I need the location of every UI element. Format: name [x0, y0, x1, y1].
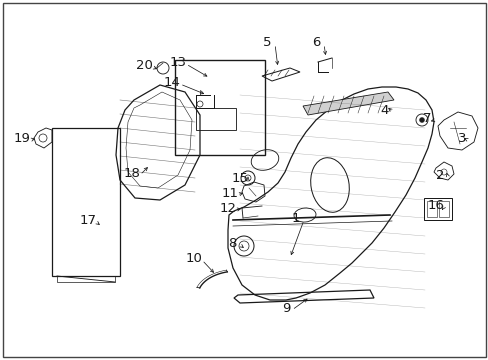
Bar — [175, 60, 264, 155]
Text: 7: 7 — [422, 112, 430, 125]
Text: 12: 12 — [219, 202, 236, 215]
Text: 6: 6 — [311, 36, 320, 49]
Text: 11: 11 — [221, 186, 238, 199]
Polygon shape — [303, 92, 393, 115]
Bar — [52, 128, 120, 276]
Text: 15: 15 — [231, 171, 248, 185]
Text: 19: 19 — [14, 131, 30, 144]
Bar — [426, 201, 436, 217]
Text: 3: 3 — [457, 131, 465, 144]
Text: 2: 2 — [435, 168, 443, 181]
Circle shape — [419, 117, 424, 122]
Text: 9: 9 — [281, 302, 289, 315]
Text: 18: 18 — [123, 166, 140, 180]
Text: 1: 1 — [291, 212, 300, 225]
Bar — [196, 108, 236, 130]
Bar — [423, 198, 451, 220]
Text: 5: 5 — [262, 36, 271, 49]
Text: 4: 4 — [380, 104, 388, 117]
Text: 10: 10 — [185, 252, 202, 265]
Bar — [438, 201, 448, 217]
Text: 17: 17 — [80, 213, 96, 226]
Text: 20: 20 — [135, 59, 152, 72]
Bar — [57, 276, 115, 282]
Text: 14: 14 — [163, 76, 180, 89]
Text: 8: 8 — [227, 237, 236, 249]
Text: 16: 16 — [427, 198, 444, 212]
Text: 13: 13 — [169, 55, 186, 68]
